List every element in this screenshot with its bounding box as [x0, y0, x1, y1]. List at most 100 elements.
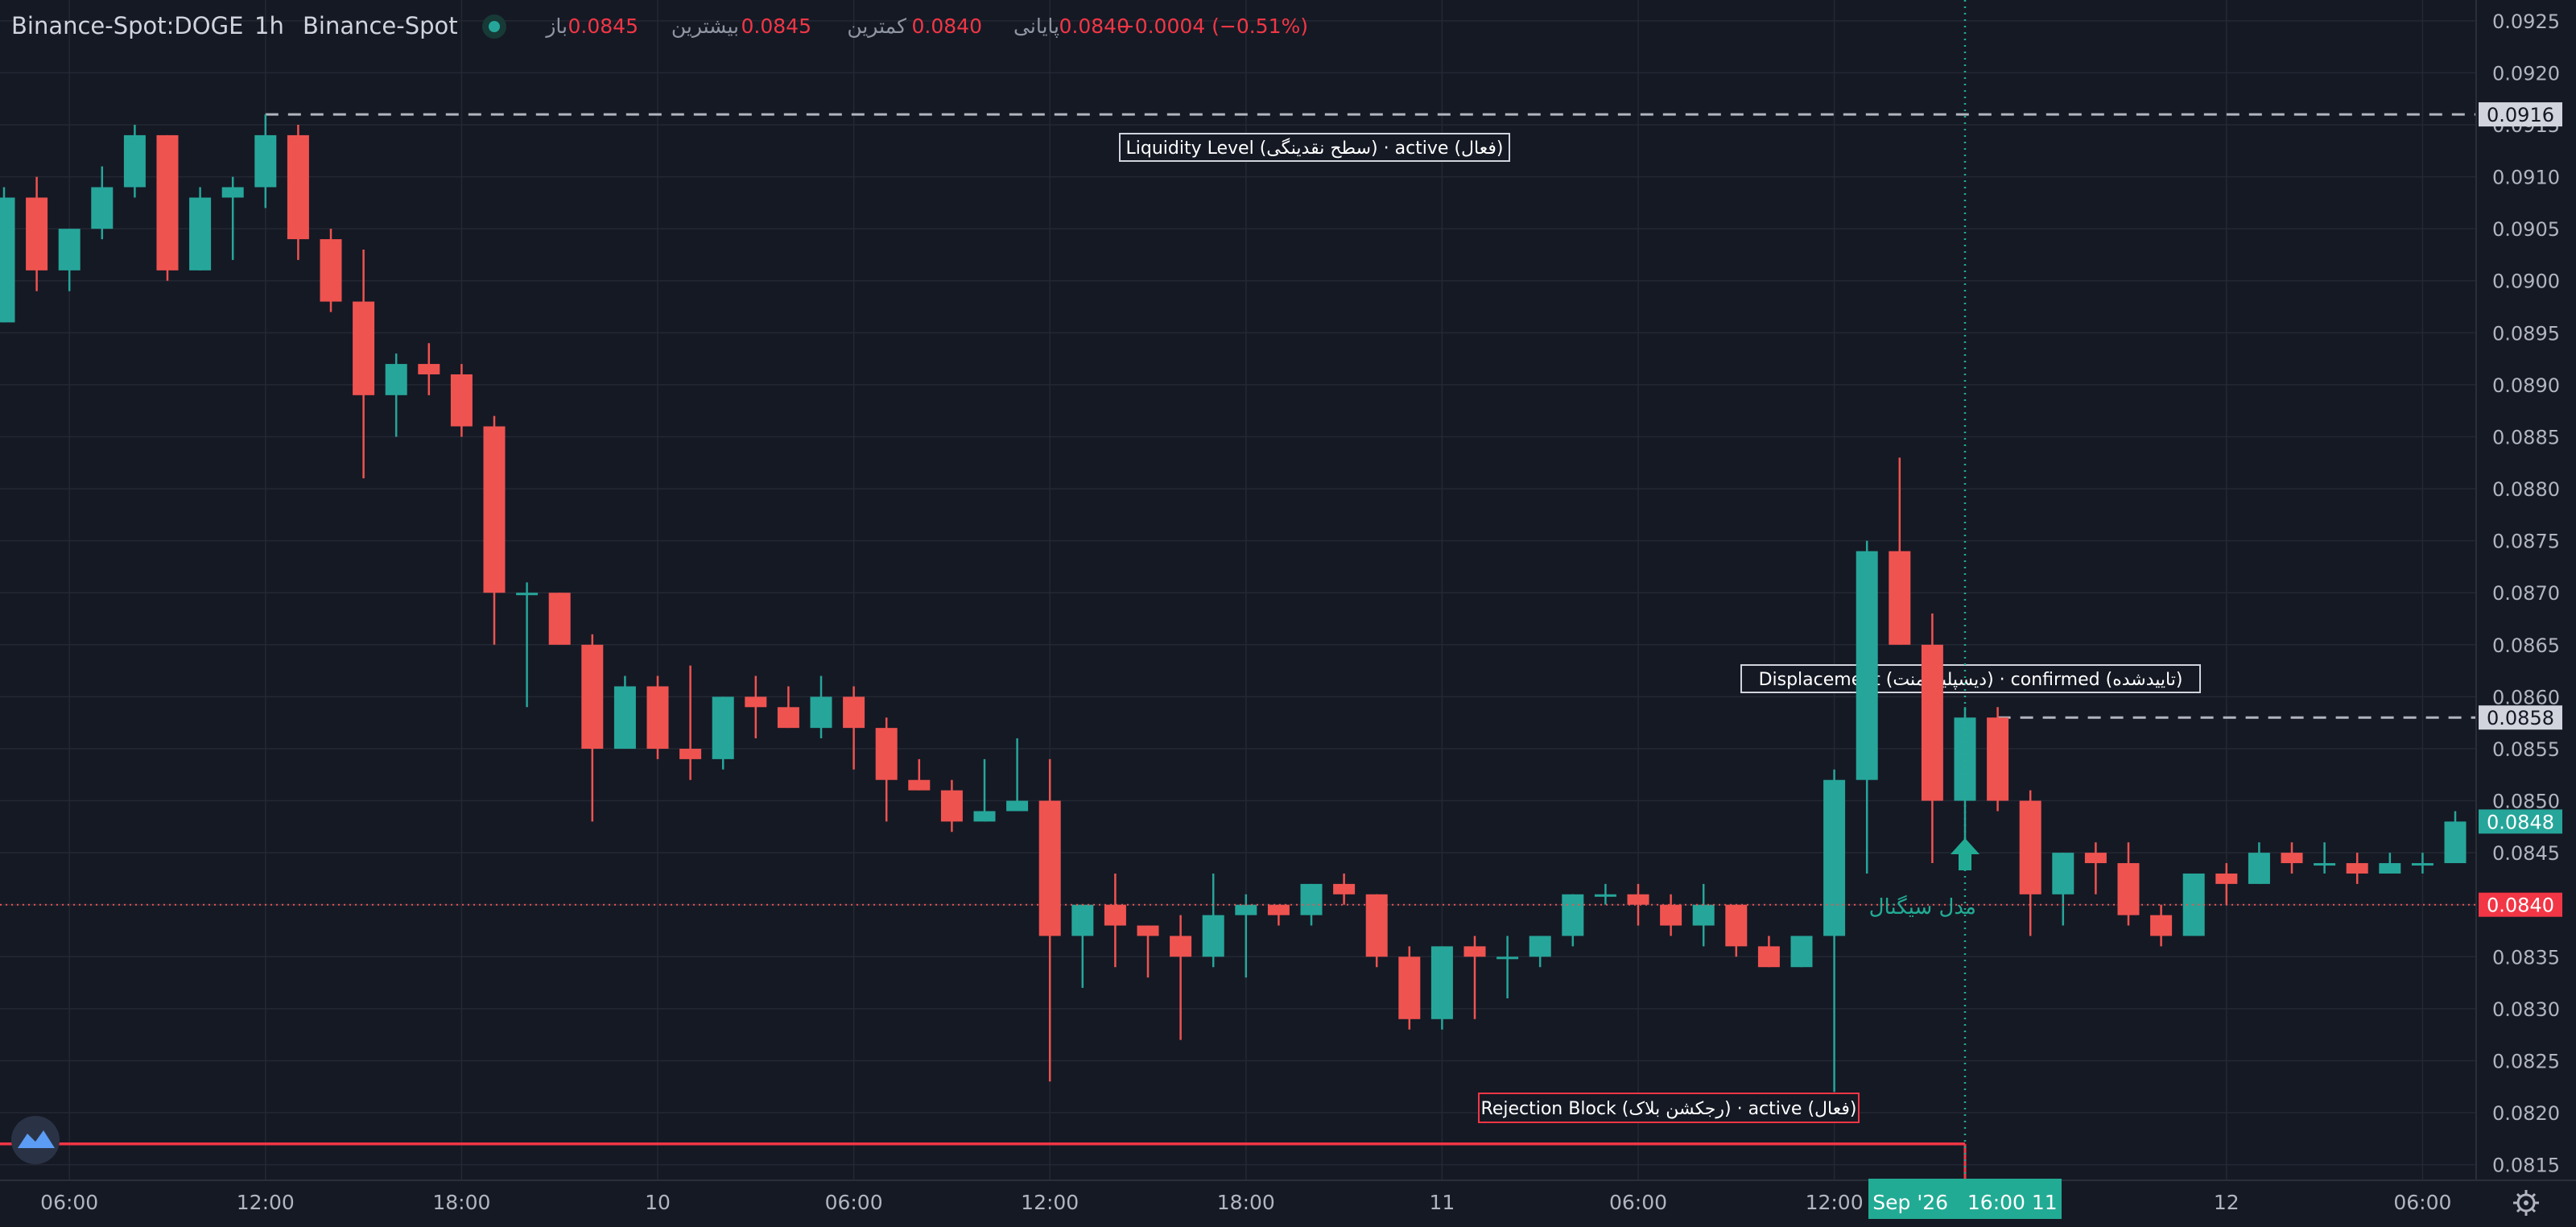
candle-down[interactable]: [287, 124, 309, 260]
candle-down[interactable]: [646, 675, 669, 759]
candle-down[interactable]: [2150, 904, 2173, 947]
candle-up[interactable]: [2444, 811, 2467, 864]
candle-up[interactable]: [2379, 853, 2401, 874]
candle-up[interactable]: [1006, 738, 1029, 812]
candle-down[interactable]: [679, 665, 702, 780]
candle-up[interactable]: [1529, 936, 1551, 968]
candle-down[interactable]: [1725, 904, 1748, 957]
candle-body: [1071, 904, 1094, 936]
candle-down[interactable]: [1038, 758, 1061, 1082]
candle-body: [418, 364, 440, 374]
candle-down[interactable]: [875, 717, 898, 822]
candle-down[interactable]: [26, 176, 48, 291]
candles[interactable]: [0, 114, 2467, 1093]
candle-up[interactable]: [189, 187, 212, 271]
candle-down[interactable]: [2084, 842, 2107, 894]
candle-down[interactable]: [1170, 915, 1192, 1040]
candle-down[interactable]: [1398, 946, 1421, 1030]
candle-down[interactable]: [1365, 894, 1388, 968]
time-axis[interactable]: 06:00 12:00 18:00 10 06:00 12:00 18:00 11 06:00 1…: [0, 1179, 2576, 1224]
candle-down[interactable]: [581, 634, 604, 822]
candle-down[interactable]: [548, 593, 571, 645]
candle-up[interactable]: [1202, 873, 1224, 968]
candle-body: [1365, 894, 1388, 957]
candle-down[interactable]: [418, 343, 440, 395]
candle-down[interactable]: [2346, 853, 2368, 884]
exchange-label: Binance-Spot: [303, 12, 458, 39]
candle-down[interactable]: [1137, 925, 1159, 978]
candle-up[interactable]: [0, 187, 15, 323]
candle-down[interactable]: [1889, 457, 1911, 645]
candle-up[interactable]: [1790, 936, 1813, 968]
candle-down[interactable]: [940, 779, 963, 832]
candle-down[interactable]: [353, 249, 375, 479]
candle-body: [2150, 915, 2173, 936]
settings-gear-icon[interactable]: [2513, 1190, 2539, 1216]
candle-down[interactable]: [1333, 873, 1356, 905]
candle-up[interactable]: [516, 582, 539, 708]
time-tick-label: 18:00: [1217, 1191, 1275, 1214]
candle-up[interactable]: [123, 124, 146, 198]
candle-down[interactable]: [843, 686, 865, 770]
candle-up[interactable]: [973, 758, 996, 822]
candle-up[interactable]: [1430, 946, 1453, 1030]
candle-down[interactable]: [777, 686, 799, 729]
candle-up[interactable]: [1594, 883, 1616, 905]
candle-down[interactable]: [1921, 614, 1943, 864]
candle-down[interactable]: [2281, 842, 2303, 874]
candle-down[interactable]: [320, 229, 342, 312]
candle-up[interactable]: [1235, 894, 1257, 978]
candle-body: [679, 748, 702, 759]
candle-up[interactable]: [2052, 853, 2074, 926]
candle-body: [1300, 883, 1323, 915]
candle-down[interactable]: [1987, 707, 2009, 812]
candle-down[interactable]: [156, 134, 179, 281]
candle-up[interactable]: [2411, 853, 2434, 874]
candle-down[interactable]: [2215, 863, 2238, 905]
candle-body: [777, 707, 799, 729]
price-tick-label: 0.0900: [2492, 271, 2560, 293]
candle-down[interactable]: [908, 758, 931, 791]
logo-background-icon: [11, 1116, 60, 1164]
candle-down[interactable]: [483, 415, 506, 645]
candle-up[interactable]: [712, 696, 734, 770]
candle-down[interactable]: [1104, 873, 1126, 968]
candle-up[interactable]: [613, 675, 636, 749]
candle-up[interactable]: [221, 176, 244, 260]
candle-up[interactable]: [58, 229, 80, 291]
candle-down[interactable]: [1267, 904, 1290, 926]
candle-up[interactable]: [1823, 769, 1846, 1093]
candle-down[interactable]: [1627, 883, 1649, 926]
candle-up[interactable]: [1562, 894, 1584, 947]
logo[interactable]: [11, 1116, 60, 1164]
candle-down[interactable]: [1660, 894, 1682, 936]
candle-up[interactable]: [91, 166, 114, 240]
candle-up[interactable]: [1692, 883, 1715, 947]
candle-up[interactable]: [385, 353, 407, 437]
liquidity-level-label: Liquidity Level (سطح نقدینگی) · active (…: [1126, 138, 1504, 159]
open-label: باز: [544, 14, 568, 38]
candle-down[interactable]: [1463, 936, 1486, 1019]
candle-up[interactable]: [2182, 873, 2205, 936]
symbol-name[interactable]: Binance-Spot:DOGE: [11, 12, 243, 39]
candle-body: [1594, 894, 1616, 897]
candle-up[interactable]: [810, 675, 832, 739]
candle-up[interactable]: [2314, 842, 2336, 874]
candle-up[interactable]: [1856, 540, 1878, 874]
candle-down[interactable]: [1757, 936, 1780, 968]
candle-down[interactable]: [2117, 842, 2140, 926]
candle-up[interactable]: [2248, 842, 2270, 884]
candle-down[interactable]: [745, 675, 767, 739]
interval-label[interactable]: 1h: [254, 12, 284, 39]
candle-body: [1006, 800, 1029, 812]
candle-body: [2444, 821, 2467, 864]
candle-down[interactable]: [450, 364, 473, 437]
candle-up[interactable]: [1300, 883, 1323, 926]
candle-up[interactable]: [1071, 904, 1094, 989]
candle-down[interactable]: [2019, 790, 2041, 936]
price-axis[interactable]: 0.0815 0.0820 0.0825 0.0830 0.0835 0.0840 0.08…: [2475, 0, 2576, 1224]
candle-up[interactable]: [1496, 936, 1519, 998]
candle-up[interactable]: [254, 114, 277, 209]
